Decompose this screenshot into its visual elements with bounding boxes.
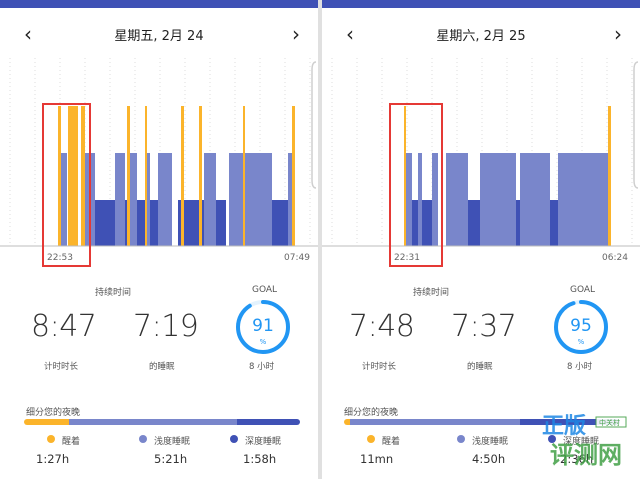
stage-bar-light — [69, 419, 237, 425]
stage-bar-light — [350, 419, 520, 425]
scroll-edge-shadow — [311, 61, 317, 189]
goal-percent: 95 — [570, 316, 592, 336]
sleep-panel-friday: ‹ 星期五, 2月 24 › — [0, 0, 318, 479]
awake-value: 1:27h — [36, 452, 70, 466]
light-sleep-segments — [61, 153, 292, 246]
chart-end-time: 07:49 — [284, 253, 310, 263]
goal-header: GOAL — [252, 285, 278, 295]
sleep-chart: 22:53 07:49 — [0, 50, 318, 270]
light-sleep-value: 5:21h — [154, 452, 188, 466]
top-bar — [322, 0, 640, 8]
sleep-duration-label: 的睡眠 — [149, 362, 175, 372]
chevron-left-icon[interactable]: ‹ — [346, 22, 354, 46]
highlight-box — [42, 103, 91, 267]
date-nav: ‹ 星期六, 2月 25 › — [322, 22, 640, 46]
light-sleep-value: 4:50h — [472, 452, 506, 466]
panel-divider — [318, 0, 322, 479]
breakdown-title: 细分您的夜晚 — [26, 408, 81, 418]
goal-percent: 91 — [252, 316, 274, 336]
stage-bar-awake — [344, 419, 350, 425]
chart-end-time: 06:24 — [602, 253, 628, 263]
goal-ring — [236, 300, 290, 354]
timed-duration-label: 计时时长 — [44, 362, 79, 372]
deep-sleep-label: 深度睡眠 — [563, 437, 600, 447]
sleep-chart-svg — [0, 58, 318, 267]
sleep-chart-svg — [322, 58, 640, 267]
duration-header: 持续时间 — [95, 288, 132, 298]
sleep-duration-label: 的睡眠 — [467, 362, 493, 372]
light-sleep-dot — [457, 435, 465, 443]
timed-duration-value: 8:47 — [31, 309, 97, 344]
goal-unit: % — [259, 338, 267, 346]
duration-header: 持续时间 — [413, 288, 450, 298]
goal-unit: % — [577, 338, 585, 346]
svg-text:评测网: 评测网 — [550, 441, 622, 469]
date-title: 星期六, 2月 25 — [436, 29, 526, 44]
light-sleep-label: 浅度睡眠 — [472, 437, 509, 447]
stage-bar-awake — [24, 419, 69, 425]
light-sleep-label: 浅度睡眠 — [154, 437, 191, 447]
date-nav: ‹ 星期五, 2月 24 › — [0, 22, 318, 46]
awake-segments — [58, 106, 295, 246]
awake-value: 11mn — [360, 452, 394, 466]
goal-target: 8 小时 — [567, 362, 593, 372]
date-title: 星期五, 2月 24 — [114, 29, 204, 44]
watermark-logo: 正版 评测网 中关村 — [542, 414, 627, 469]
light-sleep-segments — [406, 153, 610, 246]
timed-duration-label: 计时时长 — [362, 362, 397, 372]
deep-sleep-value: 2:36h — [560, 452, 594, 466]
chart-start-time: 22:53 — [47, 253, 73, 263]
light-sleep-dot — [139, 435, 147, 443]
chevron-left-icon[interactable]: ‹ — [24, 22, 32, 46]
stage-bar-deep — [520, 419, 620, 425]
stage-breakdown-bar — [344, 419, 620, 425]
svg-text:正版: 正版 — [542, 414, 586, 439]
timed-duration-value: 7:48 — [349, 309, 415, 344]
chevron-right-icon[interactable]: › — [614, 22, 622, 46]
deep-sleep-value: 1:58h — [243, 452, 277, 466]
deep-sleep-dot — [230, 435, 238, 443]
highlight-box — [389, 103, 443, 267]
breakdown-title: 细分您的夜晚 — [344, 408, 399, 418]
awake-label: 醒着 — [382, 437, 401, 447]
deep-sleep-label: 深度睡眠 — [245, 437, 282, 447]
awake-dot — [47, 435, 55, 443]
scroll-edge-shadow — [633, 61, 639, 189]
goal-header: GOAL — [570, 285, 596, 295]
sleep-duration-value: 7:37 — [451, 309, 517, 344]
sleep-panel-saturday: ‹ 星期六, 2月 25 › — [322, 0, 640, 479]
stage-bar-deep — [237, 419, 300, 425]
awake-segments — [404, 106, 611, 246]
svg-text:中关村: 中关村 — [599, 418, 620, 427]
sleep-chart: 22:31 06:24 — [322, 50, 640, 270]
goal-target: 8 小时 — [249, 362, 275, 372]
deep-sleep-dot — [548, 435, 556, 443]
awake-dot — [367, 435, 375, 443]
chart-start-time: 22:31 — [394, 253, 420, 263]
chevron-right-icon[interactable]: › — [292, 22, 300, 46]
top-bar — [0, 0, 318, 8]
stage-breakdown-bar — [24, 419, 300, 425]
sleep-duration-value: 7:19 — [133, 309, 199, 344]
goal-ring — [554, 300, 608, 354]
awake-label: 醒着 — [62, 437, 81, 447]
